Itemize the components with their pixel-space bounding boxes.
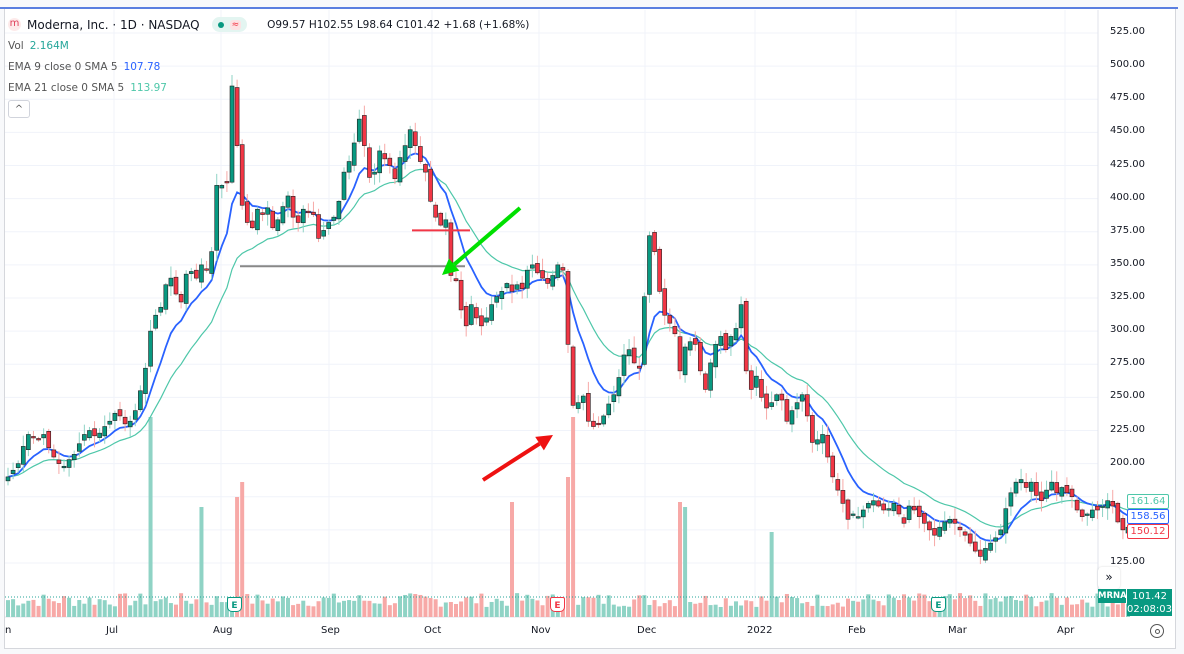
double-chevron-right-icon: » (1105, 570, 1113, 584)
collapse-legend-button[interactable]: ^ (8, 100, 30, 118)
price-tick-label: 300.00 (1110, 324, 1145, 336)
last-price: 101.42 (1132, 591, 1167, 602)
price-tick-label: 500.00 (1110, 59, 1145, 71)
indicator-label: EMA 21 close 0 SMA 5 (8, 81, 125, 94)
close-value: C101.42 (396, 18, 441, 31)
indicator-volume[interactable]: Vol 2.164M (8, 35, 529, 56)
indicator-value: 2.164M (29, 39, 69, 52)
arrow-head-icon (442, 258, 460, 275)
delayed-data-icon: ≈ (229, 19, 242, 30)
top-border (0, 7, 1178, 9)
time-tick-label: 2022 (747, 625, 773, 636)
indicator-label: Vol (8, 39, 24, 52)
time-tick-label: Oct (424, 625, 442, 636)
high-value: H102.55 (308, 18, 354, 31)
symbol-row: m Moderna, Inc. · 1D · NASDAQ ≈ O99.57 H… (8, 14, 529, 35)
market-open-dot-icon (217, 21, 224, 28)
arrow-drawing (452, 206, 522, 267)
price-tick-label: 400.00 (1110, 191, 1145, 203)
arrow-head-icon (535, 435, 553, 451)
price-tick-label: 225.00 (1110, 423, 1145, 435)
price-tick-label: 350.00 (1110, 257, 1145, 269)
indicator-ema21[interactable]: EMA 21 close 0 SMA 5 113.97 (8, 77, 529, 98)
price-tick-label: 275.00 (1110, 357, 1145, 369)
time-tick-label: Aug (213, 625, 233, 636)
indicator-value: 113.97 (130, 81, 167, 94)
candles (5, 74, 1131, 565)
time-tick-label: Jul (106, 625, 119, 636)
moderna-m-icon: m (8, 18, 21, 31)
indicator-label: EMA 9 close 0 SMA 5 (8, 60, 118, 73)
time-tick-label: Nov (531, 625, 551, 636)
time-tick-label: Mar (948, 625, 967, 636)
low-value: L98.64 (356, 18, 393, 31)
last-price-tag: 101.42 02:08:03 (1127, 589, 1172, 616)
indicator-value: 107.78 (123, 60, 161, 73)
scroll-to-realtime-button[interactable]: » (1098, 567, 1120, 589)
chevron-up-icon: ^ (14, 103, 24, 115)
symbol-title[interactable]: Moderna, Inc. · 1D · NASDAQ (27, 17, 200, 32)
settings-gear-icon[interactable] (1150, 624, 1164, 638)
bar-countdown: 02:08:03 (1127, 604, 1172, 615)
earnings-marker-icon[interactable]: E (931, 597, 946, 612)
open-value: O99.57 (267, 18, 306, 31)
time-tick-label: Dec (637, 625, 657, 636)
price-tick-label: 325.00 (1110, 291, 1145, 302)
market-status-pill[interactable]: ≈ (211, 17, 248, 32)
earnings-marker-icon[interactable]: E (550, 597, 565, 612)
close-price-tag: 150.12 (1127, 524, 1169, 539)
ohlc-values: O99.57 H102.55 L98.64 C101.42 +1.68 (+1.… (267, 19, 529, 31)
price-tick-label: 250.00 (1110, 390, 1145, 402)
symbol-tag: MRNA (1098, 589, 1127, 603)
ema21-price-tag: 161.64 (1127, 494, 1169, 509)
chart-legend: m Moderna, Inc. · 1D · NASDAQ ≈ O99.57 H… (8, 14, 529, 118)
time-tick-label: Sep (321, 625, 340, 636)
price-tick-label: 375.00 (1110, 224, 1145, 236)
price-tick-label: 125.00 (1110, 556, 1145, 567)
volume-bars (6, 417, 1130, 617)
time-tick-label: n (5, 625, 12, 636)
price-tick-label: 200.00 (1110, 456, 1145, 468)
change-value: +1.68 (+1.68%) (443, 18, 530, 31)
time-tick-label: Feb (848, 625, 866, 636)
ema9-price-tag: 158.56 (1127, 509, 1169, 524)
indicator-ema9[interactable]: EMA 9 close 0 SMA 5 107.78 (8, 56, 529, 77)
price-tick-label: 450.00 (1110, 125, 1145, 137)
price-tick-label: 425.00 (1110, 158, 1145, 170)
time-tick-label: Apr (1057, 625, 1075, 636)
price-tick-label: 525.00 (1110, 26, 1145, 37)
price-tick-label: 475.00 (1110, 92, 1145, 104)
earnings-marker-icon[interactable]: E (227, 597, 242, 612)
arrow-drawing (481, 441, 541, 482)
